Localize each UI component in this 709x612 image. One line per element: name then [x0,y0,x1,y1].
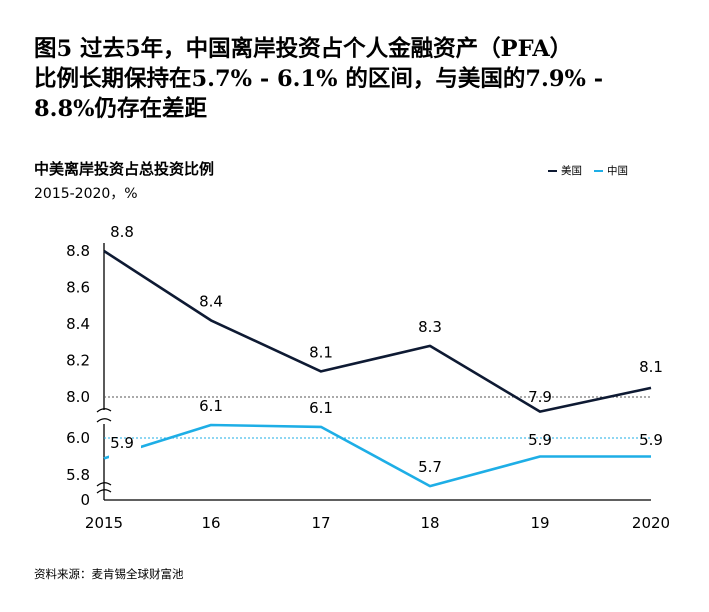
legend-item-cn: 中国 [594,163,628,178]
x-tick-label: 17 [311,514,330,532]
data-label-cn: 6.1 [309,399,333,417]
axis-break-mark-bottom [96,418,112,423]
data-label-us: 8.8 [110,223,134,241]
axis-break-mark-zero-top [96,482,112,487]
legend-label-cn: 中国 [607,165,628,177]
x-tick-label: 16 [201,514,220,532]
series-line-us [103,249,652,413]
y-tick-label: 8.2 [66,352,90,370]
x-tick-label: 19 [530,514,549,532]
series-line-cn [103,423,651,488]
data-label-us: 8.4 [199,292,223,310]
figure-title-line-1: 图5 过去5年，中国离岸投资占个人金融资产（PFA） [34,36,573,62]
x-tick-label: 18 [420,514,439,532]
data-label-us: 8.3 [418,318,442,336]
y-tick-label: 8.8 [66,242,90,260]
data-label-cn: 5.7 [418,458,442,476]
data-label-us: 8.1 [309,343,333,361]
figure-title-line-2: 比例长期保持在5.7% - 6.1% 的区间，与美国的7.9% - [34,66,604,92]
data-label-cn: 5.9 [528,431,552,449]
x-tick-label: 2020 [632,514,670,532]
data-label-cn: 6.1 [199,397,223,415]
chart-units: 2015-2020，% [34,186,138,202]
data-label-cn: 5.9 [639,431,663,449]
axis-break-mark-zero-bottom [96,489,112,494]
figure-title-line-3: 8.8%仍存在差距 [34,96,208,122]
y-tick-label: 6.0 [66,429,90,447]
y-tick-label: 0 [80,491,90,509]
chart-subtitle: 中美离岸投资占总投资比例 [34,160,215,178]
figure-title: 图5 过去5年，中国离岸投资占个人金融资产（PFA） 比例长期保持在5.7% -… [34,34,694,124]
legend-label-us: 美国 [561,165,582,177]
y-tick-label: 5.8 [66,466,90,484]
axis-break-mark-top [96,408,112,413]
data-label-cn: 5.9 [110,434,134,452]
x-tick-label: 2015 [85,514,123,532]
y-tick-label: 8.0 [66,388,90,406]
source-note: 资料来源：麦肯锡全球财富池 [34,567,184,581]
y-tick-label: 8.6 [66,279,90,297]
data-label-us: 8.1 [639,358,663,376]
chart-legend: 美国 中国 [548,163,634,178]
legend-swatch-cn [594,169,603,172]
legend-item-us: 美国 [548,163,582,178]
data-label-us: 7.9 [528,388,552,406]
y-tick-label: 8.4 [66,315,90,333]
data-label-bg-cn [109,442,141,461]
legend-swatch-us [548,169,557,172]
